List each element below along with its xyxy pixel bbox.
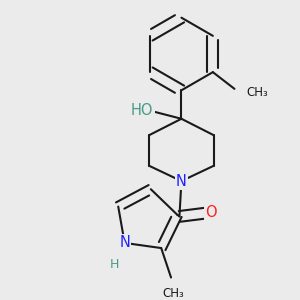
Text: HO: HO bbox=[131, 103, 153, 118]
Text: N: N bbox=[176, 174, 187, 189]
Text: CH₃: CH₃ bbox=[162, 287, 184, 300]
Text: N: N bbox=[119, 236, 130, 250]
Text: CH₃: CH₃ bbox=[246, 86, 268, 99]
Text: O: O bbox=[205, 205, 217, 220]
Text: H: H bbox=[110, 258, 119, 271]
